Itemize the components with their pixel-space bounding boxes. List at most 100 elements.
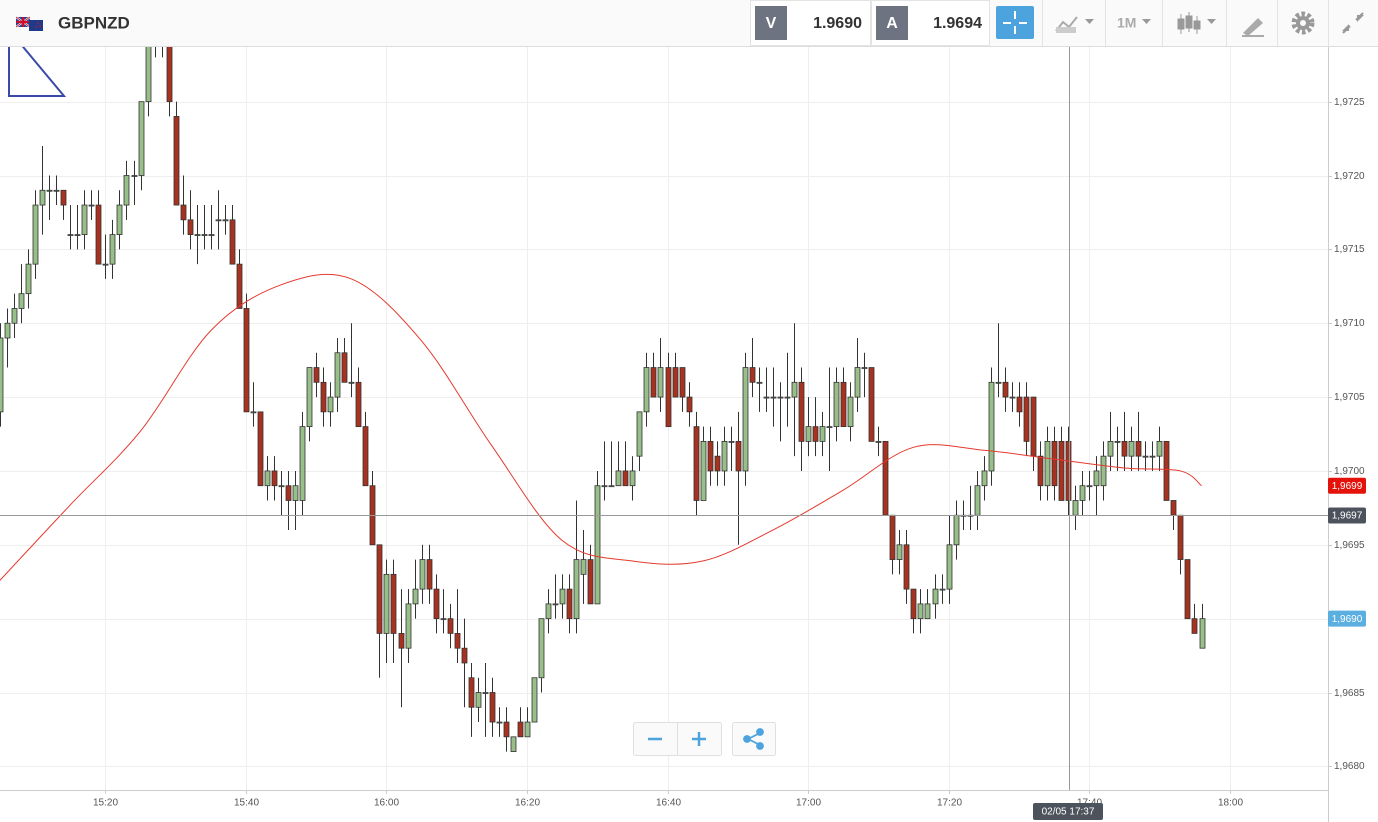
candle-body xyxy=(454,633,461,649)
candle-body xyxy=(665,367,672,428)
y-tick-label: 1,9710 xyxy=(1334,318,1365,329)
candle-body xyxy=(60,189,67,206)
candle-body xyxy=(201,234,208,236)
candle-body xyxy=(819,426,826,442)
candle-body xyxy=(264,470,271,487)
timeframe-caret xyxy=(1142,19,1151,24)
candle-body xyxy=(11,308,18,324)
drawing-button[interactable] xyxy=(1242,18,1264,37)
candle-body xyxy=(109,234,116,265)
candle-body xyxy=(981,470,988,487)
x-tick-label: 15:20 xyxy=(93,798,118,809)
settings-button[interactable] xyxy=(1291,11,1315,35)
candle-body xyxy=(292,485,299,501)
zoom-in-icon xyxy=(692,732,706,746)
candle-body xyxy=(475,692,482,708)
collapse-button[interactable] xyxy=(1342,12,1364,34)
crosshair-button[interactable] xyxy=(996,6,1034,39)
candle-body xyxy=(707,440,714,472)
symbol: GBPNZD xyxy=(58,13,130,32)
x-tick-label: 16:40 xyxy=(656,798,681,809)
x-tick-label: 17:00 xyxy=(796,798,821,809)
candle-body xyxy=(1100,455,1107,487)
price-badge-label: 1,9690 xyxy=(1332,614,1363,625)
candle-body xyxy=(116,204,123,235)
candle-body xyxy=(1170,500,1177,516)
candle-body xyxy=(686,396,693,413)
candle-body xyxy=(426,559,433,590)
indicator-button[interactable] xyxy=(1055,16,1094,33)
candle-body xyxy=(215,219,222,222)
candle-body xyxy=(271,470,278,487)
drawing-triangle[interactable] xyxy=(8,27,67,97)
candle-body xyxy=(714,455,721,472)
candle-body xyxy=(608,485,615,488)
candle-body xyxy=(742,367,749,472)
candle-body xyxy=(882,440,889,516)
candle-body xyxy=(791,381,798,398)
candle-body xyxy=(939,588,946,591)
candle-body xyxy=(489,692,496,723)
timeframe-button[interactable]: 1M xyxy=(1117,15,1136,31)
candle-body xyxy=(194,234,201,236)
x-tick-label: 18:00 xyxy=(1218,798,1243,809)
candle-body xyxy=(243,308,250,413)
price-badge xyxy=(1328,610,1366,627)
y-tick-label: 1,9700 xyxy=(1334,466,1365,477)
candle-body xyxy=(145,47,152,103)
candle-body xyxy=(250,411,257,414)
zoom-controls xyxy=(633,722,722,756)
flag-icon xyxy=(15,16,43,31)
candle-body xyxy=(341,352,348,383)
candle-body xyxy=(594,485,601,605)
candle-body xyxy=(348,381,355,384)
axes: 1,9680 1,9685 1,9690 1,9695 1,9700 1,9705 1,97… xyxy=(93,97,1365,809)
share-button[interactable] xyxy=(732,722,776,756)
x-tick-label: 17:20 xyxy=(937,798,962,809)
chart-type-button[interactable] xyxy=(1177,12,1216,34)
candle-body xyxy=(756,381,763,384)
candle-body xyxy=(1191,618,1198,634)
candle-body xyxy=(1163,440,1170,501)
candle-body xyxy=(1044,440,1051,487)
candle-body xyxy=(679,367,686,398)
candle-body xyxy=(1072,500,1079,516)
candle-body xyxy=(419,559,426,590)
candle-body xyxy=(946,544,953,590)
candle-body xyxy=(580,559,587,575)
candle-body xyxy=(531,677,538,723)
candle-body xyxy=(412,588,419,605)
candle-body xyxy=(840,381,847,428)
candle-body xyxy=(1002,381,1009,398)
candle-body xyxy=(1079,485,1086,501)
candle-body xyxy=(826,426,833,429)
y-tick-label: 1,9705 xyxy=(1334,392,1365,403)
candle-body xyxy=(573,559,580,620)
candle-body xyxy=(953,514,960,546)
candle-body xyxy=(974,485,981,516)
candle-body xyxy=(67,234,74,236)
bid-price: 1.9690 xyxy=(813,15,862,32)
candle-body xyxy=(1135,440,1142,457)
candle-body xyxy=(1051,440,1058,487)
candle-body xyxy=(833,381,840,428)
candle-body xyxy=(102,263,109,266)
candle-body xyxy=(1065,440,1072,501)
y-tick-label: 1,9725 xyxy=(1334,97,1365,108)
candle-body xyxy=(517,721,524,738)
candle-body xyxy=(1142,455,1149,458)
candle-body xyxy=(650,367,657,398)
candle-body xyxy=(1177,514,1184,560)
candle-body xyxy=(777,396,784,399)
candle-body xyxy=(299,426,306,501)
candle-body xyxy=(812,426,819,442)
candle-body xyxy=(208,234,215,236)
candle-body xyxy=(123,175,130,206)
candle-body xyxy=(1030,396,1037,457)
y-tick-label: 1,9720 xyxy=(1334,171,1365,182)
candle-body xyxy=(327,396,334,413)
candle-body xyxy=(306,367,313,428)
candle-body xyxy=(405,603,412,649)
candle-body xyxy=(995,381,1002,384)
crosshair-price-box xyxy=(1328,507,1366,524)
